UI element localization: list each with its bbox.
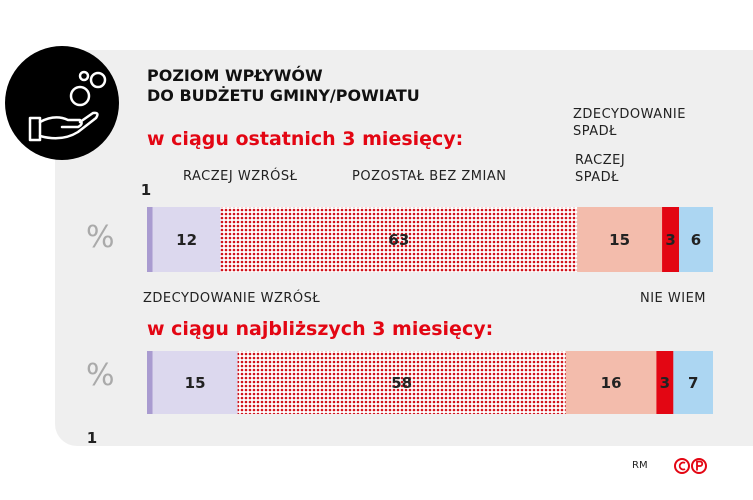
value-label: 15	[184, 373, 206, 392]
bar-segment	[147, 207, 153, 272]
bar-segment	[237, 351, 566, 414]
bar-segment	[577, 207, 663, 272]
bar-segment	[152, 207, 221, 272]
value-label: 63	[388, 230, 410, 249]
bar-segment	[662, 207, 680, 272]
value-label: 1	[86, 429, 98, 447]
legend-label: RACZEJ SPADŁ	[575, 153, 626, 185]
period-title: w ciągu ostatnich 3 miesięcy:	[147, 128, 464, 150]
bar-segment	[679, 207, 713, 272]
bar-segment	[673, 351, 713, 414]
value-label: 6	[690, 230, 702, 249]
bar-segment	[147, 351, 153, 414]
bar-segment	[152, 351, 238, 414]
value-label: 16	[600, 373, 622, 392]
value-label: 7	[687, 373, 699, 392]
icon-circle	[5, 46, 119, 160]
value-label: 12	[176, 230, 198, 249]
unit-label: %	[86, 358, 115, 393]
legend-label: ZDECYDOWANIE SPADŁ	[573, 107, 686, 139]
value-label: 58	[391, 373, 413, 392]
value-label: 3	[665, 230, 676, 249]
unit-label: %	[86, 220, 115, 255]
period-title: w ciągu najbliższych 3 miesięcy:	[147, 318, 494, 340]
legend-label: POZOSTAŁ BEZ ZMIAN	[352, 169, 507, 184]
bar-segment	[220, 207, 578, 272]
hand-icon	[28, 70, 107, 142]
value-label: 3	[659, 373, 671, 392]
value-label: 1	[140, 181, 152, 199]
legend-label: ZDECYDOWANIE WZRÓSŁ	[143, 291, 321, 306]
bar-segment	[656, 351, 674, 414]
logo	[674, 458, 707, 474]
credit: RM	[632, 460, 648, 471]
legend-label: RACZEJ WZRÓSŁ	[183, 169, 298, 184]
legend-label: NIE WIEM	[640, 291, 707, 306]
value-label: 15	[609, 230, 631, 249]
chart-title: POZIOM WPŁYWÓW DO BUDŻETU GMINY/POWIATU	[147, 66, 420, 105]
bar-segment	[565, 351, 657, 414]
